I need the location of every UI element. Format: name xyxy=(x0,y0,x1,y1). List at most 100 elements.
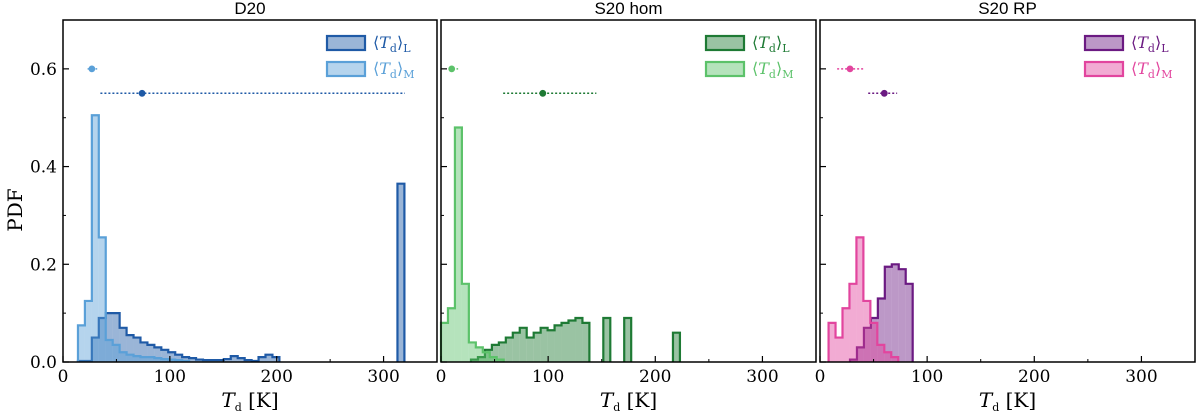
histogram-bar xyxy=(98,318,106,362)
x-tick-label: 100 xyxy=(532,367,564,387)
histogram-bar xyxy=(77,325,85,362)
y-tick-label: 0.4 xyxy=(30,158,57,178)
legend-label-part: d xyxy=(769,68,776,81)
histogram-bar xyxy=(98,237,106,362)
histogram-bar xyxy=(526,337,534,362)
histogram-bar xyxy=(140,342,148,362)
histogram-bar xyxy=(140,357,148,362)
histogram-bar xyxy=(147,357,155,362)
legend-label-part: ⟩ xyxy=(1155,59,1161,78)
median-point xyxy=(846,65,854,73)
x-tick-label: 100 xyxy=(154,367,186,387)
x-axis-label-part: d xyxy=(613,401,620,414)
histogram-bar xyxy=(891,357,899,362)
histogram-bar xyxy=(491,344,499,362)
legend-label-part: d xyxy=(769,42,776,55)
x-tick-label: 300 xyxy=(1125,367,1157,387)
legend-label: ⟨Td⟩L xyxy=(1131,33,1169,55)
x-axis-label-part: d xyxy=(992,401,999,414)
legend-label-part: M xyxy=(1161,68,1172,81)
legend-label-part: M xyxy=(403,68,414,81)
histogram-bar xyxy=(498,342,506,362)
histogram-bar xyxy=(461,283,469,362)
median-point xyxy=(138,89,146,97)
x-tick-label: 0 xyxy=(815,367,826,387)
histogram-bar xyxy=(471,359,478,362)
histogram-bar xyxy=(884,266,892,362)
histogram-bar xyxy=(105,340,113,362)
histogram-bar xyxy=(477,357,485,362)
histogram-bar xyxy=(468,342,476,362)
histogram-outline xyxy=(439,126,505,362)
x-axis-label: Td [K] xyxy=(221,388,278,414)
legend-swatch xyxy=(1083,34,1125,52)
histogram-series-hom_L xyxy=(469,316,682,362)
histogram-bar xyxy=(575,318,583,362)
histogram-bar xyxy=(119,352,127,362)
histogram-bar xyxy=(447,308,455,362)
histogram-bar xyxy=(272,357,280,362)
median-point xyxy=(539,89,547,97)
histogram-bar xyxy=(505,337,513,362)
x-tick-label: 300 xyxy=(367,367,399,387)
histogram-outline xyxy=(469,316,682,362)
histogram-bar xyxy=(265,354,273,362)
histogram-bar xyxy=(891,264,899,362)
x-tick-label: 100 xyxy=(911,367,943,387)
histogram-outline xyxy=(848,263,914,362)
histogram-bar xyxy=(230,356,238,362)
histogram-bar xyxy=(482,352,490,362)
median-point xyxy=(88,65,96,73)
histogram-bar xyxy=(512,332,520,362)
legend-label: ⟨Td⟩L xyxy=(373,33,411,55)
histogram-series-rp_M xyxy=(827,236,900,362)
histogram-bar xyxy=(119,327,127,362)
x-axis-label-part: d xyxy=(235,401,242,414)
histogram-bar xyxy=(547,330,555,362)
legend-swatch xyxy=(325,34,367,52)
histogram-bar xyxy=(168,352,176,362)
y-tick-label: 0.6 xyxy=(30,60,57,80)
legend-label-part: ⟨ xyxy=(752,59,758,78)
histogram-bar xyxy=(133,337,141,362)
histogram-bar xyxy=(863,327,871,362)
legend-swatch xyxy=(704,60,746,78)
legend-label-part: ⟩ xyxy=(397,33,403,52)
legend-label-part: ⟩ xyxy=(1155,33,1161,52)
panel-title: S20 hom xyxy=(594,0,662,18)
histogram-bar xyxy=(877,298,885,362)
histogram-series-d20_L xyxy=(76,182,406,363)
histogram-bar xyxy=(161,359,169,362)
legend-label-part: ⟩ xyxy=(776,59,782,78)
legend-label-part: d xyxy=(1148,68,1155,81)
y-axis-label: PDF xyxy=(3,188,27,231)
histogram-bar xyxy=(454,127,462,363)
legend-label-part: T xyxy=(379,59,391,78)
histogram-bar xyxy=(489,357,497,362)
histogram-bar xyxy=(863,300,871,362)
x-axis-unit: [K] xyxy=(242,388,279,412)
legend-label-part: T xyxy=(1137,33,1149,52)
legend-label-part: M xyxy=(782,68,793,81)
histogram-bar xyxy=(540,327,548,362)
histogram-bar xyxy=(147,344,155,362)
median-point xyxy=(880,89,888,97)
legend-label: ⟨Td⟩M xyxy=(373,59,414,81)
histogram-bar xyxy=(835,337,843,362)
x-tick-label: 0 xyxy=(436,367,447,387)
x-axis-label-part: T xyxy=(221,388,236,412)
legend-label-part: T xyxy=(758,59,770,78)
histogram-bar xyxy=(161,349,169,362)
panel-title: D20 xyxy=(234,0,265,18)
legend-label-part: T xyxy=(758,33,770,52)
x-tick-label: 300 xyxy=(746,367,778,387)
histogram-bar xyxy=(884,352,892,362)
histogram-bar xyxy=(84,300,92,362)
histogram-bar xyxy=(568,320,576,362)
legend-label: ⟨Td⟩M xyxy=(1131,59,1172,81)
histogram-outline xyxy=(76,182,406,363)
x-axis-unit: [K] xyxy=(999,388,1036,412)
x-axis-label-part: T xyxy=(979,388,994,412)
legend-label-part: d xyxy=(1148,42,1155,55)
